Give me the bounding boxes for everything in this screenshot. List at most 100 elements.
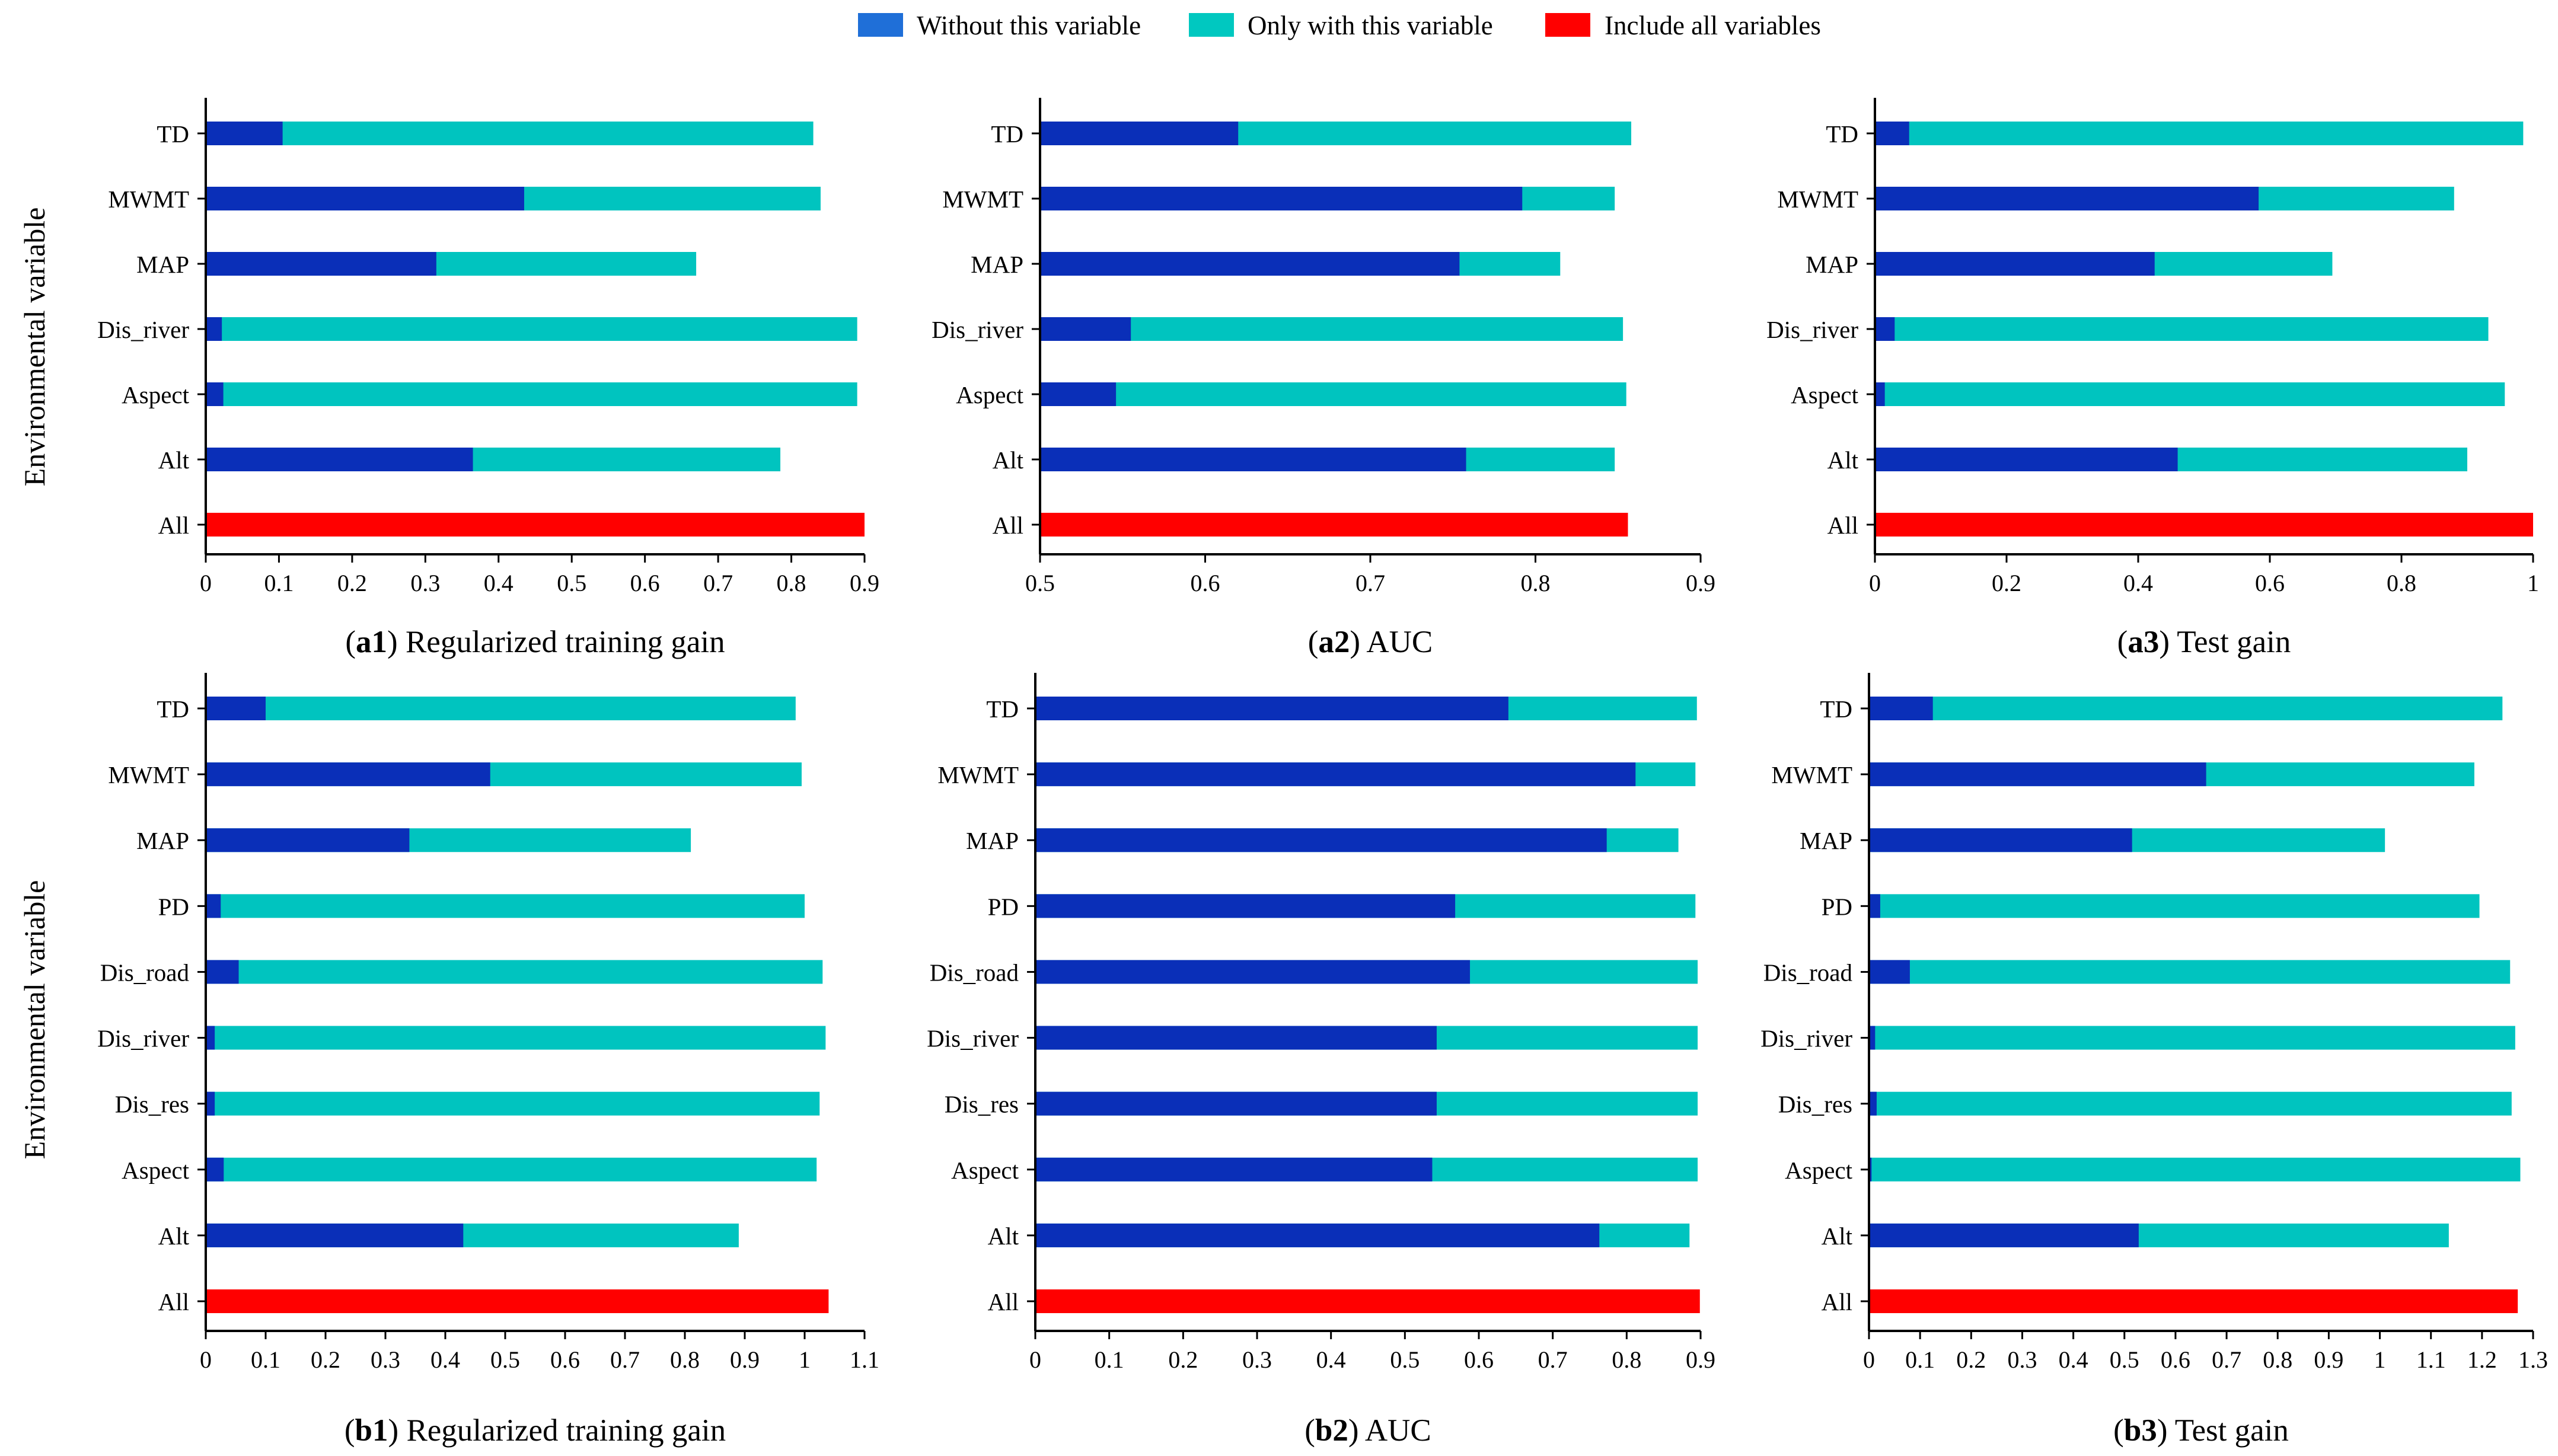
y-tick-label: MAP <box>136 251 189 278</box>
panel-b2: TD MWMT MAP PD Dis_road Dis_river Dis_res Aspec… <box>927 673 1715 1448</box>
bar-without-map <box>206 828 410 852</box>
y-tick-label: Aspect <box>1785 1157 1852 1184</box>
caption-panel-id: b3 <box>2124 1413 2157 1448</box>
x-tick-label: 0.4 <box>430 1346 460 1373</box>
x-tick-label: 0.8 <box>777 570 806 596</box>
panel-a2: TD MWMT MAP Dis_river Aspect Alt All 0.5 0.6 0.7 0… <box>932 98 1715 659</box>
y-tick-label: Alt <box>1827 446 1859 474</box>
panel-caption: (b1) Regularized training gain <box>345 1413 726 1448</box>
bar-without-pd <box>1035 894 1456 918</box>
x-tick-label: 0 <box>1029 1346 1041 1373</box>
legend-swatch-only <box>1189 13 1234 37</box>
x-tick-label: 0.4 <box>1316 1346 1346 1373</box>
x-tick-label: 0.1 <box>251 1346 280 1373</box>
caption-close-paren: ) <box>2157 1413 2175 1448</box>
x-tick-label: 0.2 <box>1956 1346 1986 1373</box>
y-tick-label: TD <box>986 695 1019 723</box>
caption-text: AUC <box>1365 1413 1431 1448</box>
legend: Without this variable Only with this var… <box>858 11 1821 40</box>
x-tick-label: 0.5 <box>490 1346 520 1373</box>
panel-a1: TD MWMT MAP Dis_river Aspect Alt All 0 0.1 0.2 0.3… <box>97 98 879 659</box>
panel-caption: (a1) Regularized training gain <box>345 625 725 659</box>
y-tick-label: Alt <box>1822 1222 1853 1250</box>
y-tick-label: Dis_road <box>930 959 1019 986</box>
bar-without-dis-river <box>1875 317 1895 341</box>
y-tick-label: PD <box>988 893 1019 920</box>
caption-close-paren: ) <box>388 1413 407 1448</box>
bar-without-pd <box>206 894 221 918</box>
caption-open-paren: ( <box>345 1413 355 1448</box>
y-tick-label: All <box>993 512 1023 539</box>
x-tick-label: 1.1 <box>850 1346 879 1373</box>
bar-without-dis-river <box>1869 1026 1876 1050</box>
x-tick-label: 0.7 <box>2212 1346 2241 1373</box>
bar-only-with-dis-river <box>1040 317 1624 341</box>
y-tick-label: Dis_river <box>97 316 189 343</box>
y-tick-label: MWMT <box>1777 186 1858 213</box>
y-tick-label: All <box>988 1288 1019 1315</box>
x-tick-label: 0 <box>200 1346 212 1373</box>
y-tick-label: MWMT <box>108 761 189 788</box>
x-tick-label: 0.1 <box>1905 1346 1935 1373</box>
caption-open-paren: ( <box>1308 625 1319 659</box>
bar-without-dis-res <box>206 1091 215 1116</box>
x-tick-label: 0.8 <box>2263 1346 2292 1373</box>
bar-without-dis-river <box>1035 1026 1437 1050</box>
y-tick-label: Dis_road <box>1763 959 1852 986</box>
x-tick-label: 0.3 <box>1242 1346 1272 1373</box>
bar-all-all <box>1035 1289 1700 1313</box>
y-tick-label: Alt <box>158 446 190 474</box>
y-tick-label: MWMT <box>942 186 1023 213</box>
bar-without-td <box>1875 122 1909 145</box>
bar-without-dis-river <box>206 1026 215 1050</box>
y-tick-label: Aspect <box>956 381 1023 408</box>
legend-label-all: Include all variables <box>1605 11 1821 40</box>
x-tick-label: 1.1 <box>2416 1346 2446 1373</box>
x-tick-label: 0.6 <box>2255 570 2285 596</box>
panel-caption: (b2) AUC <box>1304 1413 1431 1448</box>
bar-without-dis-road <box>1869 960 1910 984</box>
y-tick-label: Aspect <box>122 381 189 408</box>
y-tick-label: TD <box>157 120 189 148</box>
bar-without-td <box>1035 697 1508 720</box>
caption-panel-id: a2 <box>1318 625 1350 659</box>
x-tick-label: 0.7 <box>1355 570 1385 596</box>
x-tick-label: 0.5 <box>557 570 586 596</box>
bar-without-alt <box>1040 448 1466 471</box>
y-tick-label: Aspect <box>1791 381 1858 408</box>
y-tick-label: MWMT <box>1771 761 1852 788</box>
x-tick-label: 0.4 <box>484 570 513 596</box>
bar-without-map <box>206 252 436 276</box>
caption-text: Test gain <box>2175 1413 2289 1448</box>
bar-only-with-dis-river <box>206 1026 826 1050</box>
bar-without-mwmt <box>206 187 524 210</box>
y-tick-label: MWMT <box>108 186 189 213</box>
x-tick-label: 1.2 <box>2467 1346 2497 1373</box>
x-tick-label: 0.7 <box>1538 1346 1568 1373</box>
bar-without-td <box>1040 122 1239 145</box>
bar-only-with-aspect <box>1869 1157 2521 1182</box>
bar-all-all <box>1875 513 2533 537</box>
x-tick-label: 0.5 <box>1025 570 1055 596</box>
x-tick-label: 0.7 <box>610 1346 640 1373</box>
bar-without-dis-res <box>1035 1091 1437 1116</box>
bar-without-map <box>1869 828 2132 852</box>
bar-only-with-td <box>1869 697 2503 720</box>
x-tick-label: 0.9 <box>2314 1346 2343 1373</box>
y-tick-label: Aspect <box>951 1157 1019 1184</box>
caption-open-paren: ( <box>2113 1413 2124 1448</box>
bar-without-map <box>1035 828 1607 852</box>
bar-all-all <box>1040 513 1628 537</box>
x-tick-label: 0.1 <box>1095 1346 1124 1373</box>
y-tick-label: Dis_res <box>115 1091 189 1118</box>
caption-text: Test gain <box>2177 625 2291 659</box>
bar-without-aspect <box>1040 382 1117 406</box>
y-tick-label: All <box>1827 512 1858 539</box>
x-tick-label: 0.5 <box>1390 1346 1420 1373</box>
caption-text: Regularized training gain <box>406 1413 726 1448</box>
bar-without-mwmt <box>1869 762 2206 787</box>
bar-only-with-dis-river <box>206 317 857 341</box>
x-tick-label: 0.6 <box>1191 570 1220 596</box>
